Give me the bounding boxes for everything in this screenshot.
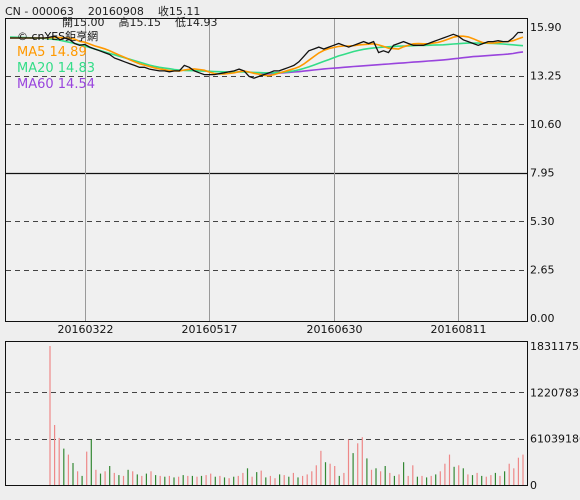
series-line-close	[10, 31, 523, 79]
close-price: 收15.11	[157, 5, 201, 18]
price-y-tick-label: 0.00	[530, 312, 555, 325]
high-price: 高15.15	[118, 16, 162, 29]
stock-code: CN - 000063	[5, 5, 74, 18]
open-price: 開15.00	[62, 16, 105, 29]
source-label: © cnYES鉅亨網	[17, 29, 98, 43]
header-row-2: 開15.00 高15.15 低14.93	[62, 14, 218, 30]
price-y-tick-label: 15.90	[530, 21, 562, 34]
price-x-axis: 20160322 20160517 20160630 20160811	[58, 323, 487, 336]
price-y-tick-label: 5.30	[530, 215, 555, 228]
price-x-tick-label: 20160322	[58, 323, 114, 336]
volume-y-tick-label: 122078373	[530, 386, 580, 399]
price-x-tick-label: 20160811	[431, 323, 487, 336]
header-row-1: CN - 000063 20160908 收15.11	[5, 3, 200, 19]
legend-ma60: MA60 14.54	[17, 77, 95, 92]
volume-pane	[5, 341, 528, 486]
price-y-tick-label: 10.60	[530, 118, 562, 131]
price-y-axis: 15.90 13.25 10.60 7.95 5.30 2.65 0.00	[530, 21, 562, 325]
volume-y-axis: 183117559 122078373 61039186 0	[530, 340, 580, 492]
price-series-group	[9, 31, 524, 79]
series-line-ma5	[10, 35, 524, 77]
volume-y-tick-label: 0	[530, 479, 537, 492]
price-y-tick-label: 13.25	[530, 70, 562, 83]
quote-date: 20160908	[87, 5, 144, 18]
volume-grid	[6, 392, 527, 440]
volume-y-tick-label: 61039186	[530, 433, 580, 446]
low-price: 低14.93	[175, 16, 218, 29]
price-grid	[6, 76, 527, 271]
legend-ma5: MA5 14.89	[17, 45, 87, 60]
price-x-tick-label: 20160630	[307, 323, 363, 336]
legend-ma20: MA20 14.83	[17, 61, 95, 76]
volume-bars-group	[49, 346, 524, 485]
price-y-tick-label: 7.95	[530, 167, 555, 180]
price-y-tick-label: 2.65	[530, 264, 555, 277]
price-x-tick-label: 20160517	[182, 323, 238, 336]
series-line-ma60	[258, 51, 524, 76]
volume-y-tick-label: 183117559	[530, 340, 580, 353]
